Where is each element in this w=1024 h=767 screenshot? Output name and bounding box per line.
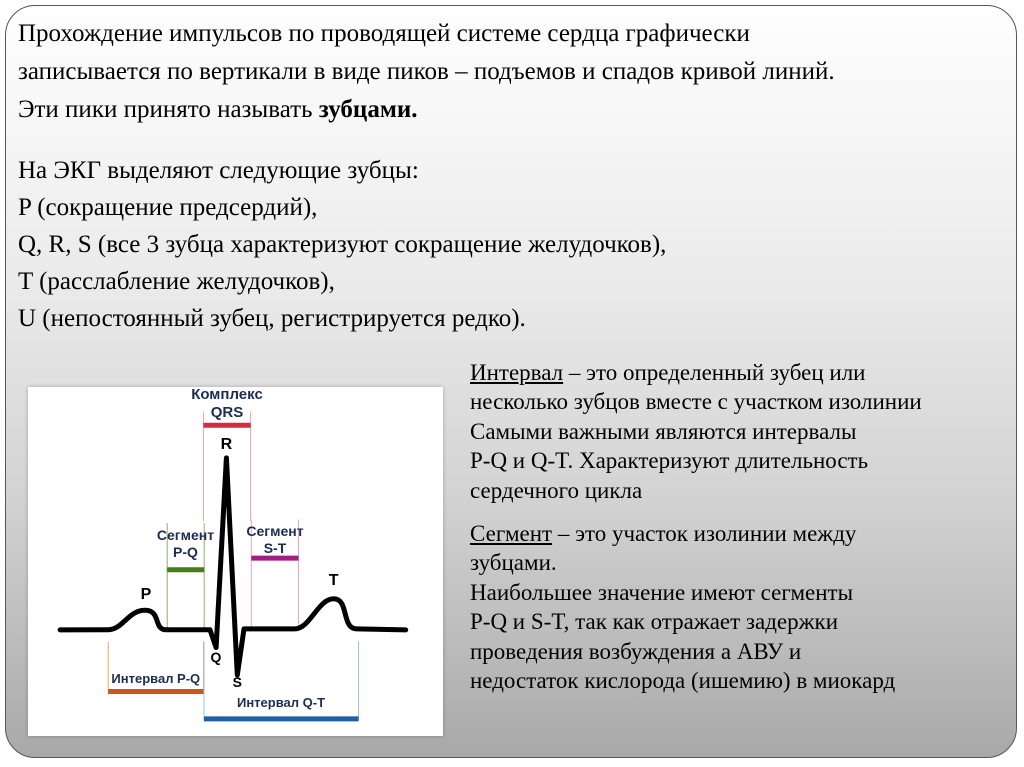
svg-text:Q: Q [211,649,222,665]
svg-text:T: T [329,572,339,589]
svg-text:R: R [221,436,233,453]
svg-text:QRS: QRS [211,404,244,421]
svg-text:S: S [233,674,242,690]
svg-text:Сегмент: Сегмент [246,523,303,539]
svg-text:P: P [141,586,152,603]
svg-text:P-Q: P-Q [173,544,198,560]
svg-text:Сегмент: Сегмент [157,527,214,543]
svg-text:Интервал P-Q: Интервал P-Q [111,671,200,686]
svg-text:Интервал Q-T: Интервал Q-T [237,695,325,710]
svg-text:Комплекс: Комплекс [191,387,263,403]
svg-text:S-T: S-T [264,540,287,556]
